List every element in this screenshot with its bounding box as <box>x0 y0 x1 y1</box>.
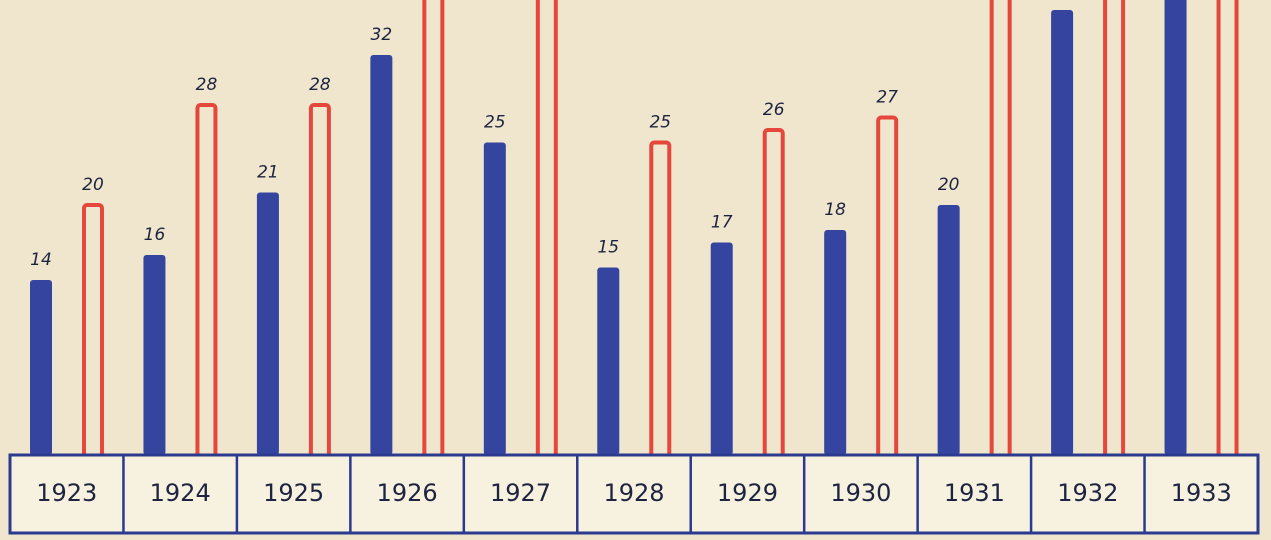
x-tick-label: 1933 <box>1171 479 1232 507</box>
bar <box>483 142 506 455</box>
value-label: 17 <box>711 213 733 233</box>
bar <box>143 255 166 455</box>
x-tick-label: 1926 <box>377 479 438 507</box>
value-label: 16 <box>144 225 166 245</box>
bar <box>256 192 279 455</box>
value-label: 20 <box>82 175 104 195</box>
value-label: 20 <box>938 175 960 195</box>
bar <box>937 205 960 455</box>
x-tick-label: 1931 <box>944 479 1005 507</box>
value-label: 28 <box>309 75 331 95</box>
bar <box>1051 10 1074 455</box>
bar <box>597 267 620 455</box>
x-tick-label: 1924 <box>150 479 211 507</box>
value-label: 18 <box>824 200 846 220</box>
value-label: 27 <box>876 88 898 108</box>
year-box <box>8 453 1260 535</box>
value-label: 28 <box>196 75 218 95</box>
x-tick-label: 1932 <box>1057 479 1118 507</box>
value-label: 25 <box>649 113 671 133</box>
x-tick-label: 1929 <box>717 479 778 507</box>
value-label: 14 <box>30 250 52 270</box>
bar <box>710 242 733 455</box>
value-label: 21 <box>257 163 279 183</box>
x-tick-label: 1927 <box>490 479 551 507</box>
x-tick-label: 1925 <box>263 479 324 507</box>
x-tick-label: 1930 <box>830 479 891 507</box>
value-label: 15 <box>597 238 619 258</box>
x-tick-label: 1928 <box>603 479 664 507</box>
value-label: 25 <box>484 113 506 133</box>
x-tick-label: 1923 <box>36 479 97 507</box>
bar <box>824 230 847 455</box>
bar <box>370 55 393 455</box>
bar <box>30 280 52 455</box>
bar <box>1164 0 1187 455</box>
value-label: 32 <box>371 25 393 45</box>
value-label: 26 <box>763 100 785 120</box>
